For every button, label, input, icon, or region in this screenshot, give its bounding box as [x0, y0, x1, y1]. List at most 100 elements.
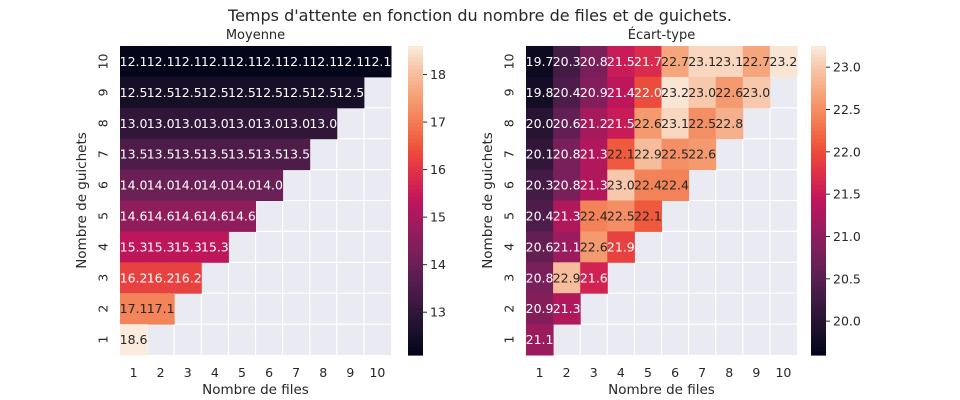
heatmap-cell: [255, 138, 284, 171]
colorbar-segment: [408, 204, 423, 209]
colorbar-segment: [811, 192, 826, 198]
cell-value-label: 13.0: [147, 116, 175, 131]
colorbar-segment: [408, 258, 423, 263]
colorbar-segment: [811, 61, 826, 66]
colorbar-segment: [408, 196, 423, 202]
heatmap-cell: [715, 107, 744, 140]
colorbar-segment: [811, 200, 826, 205]
x-tick-label: 5: [644, 365, 652, 380]
heatmap-cell: [201, 138, 229, 171]
colorbar-segment: [408, 254, 423, 260]
cell-value-label: 17.1: [120, 301, 148, 316]
cell-value-label: 20.9: [526, 301, 554, 316]
colorbar-segment: [811, 208, 826, 213]
colorbar-segment: [408, 239, 423, 244]
x-tick-label: 10: [775, 365, 791, 380]
colorbar-segment: [811, 150, 826, 155]
colorbar-segment: [408, 289, 423, 294]
colorbar-segment: [811, 196, 826, 202]
cell-value-label: 20.3: [553, 54, 581, 69]
colorbar-segment: [811, 80, 826, 86]
subplot-title: Écart-type: [628, 27, 696, 43]
colorbar-segment: [408, 88, 423, 93]
colorbar-segment: [408, 73, 423, 78]
colorbar-segment: [811, 277, 826, 283]
cell-value-label: 22.9: [634, 147, 662, 162]
cell-value-label: 12.1: [201, 54, 229, 69]
colorbar-segment: [408, 331, 423, 337]
cell-value-label: 12.5: [336, 85, 364, 100]
cell-value-label: 14.6: [174, 208, 202, 223]
colorbar: 20.0 20.5 21.0 21.5 22.0 22.5 23.0: [811, 46, 861, 356]
colorbar-segment: [811, 266, 826, 271]
colorbar-segment: [811, 320, 826, 325]
cell-value-label: 22.7: [742, 54, 770, 69]
colorbar-segment: [408, 212, 423, 217]
heatmap-cell: [553, 138, 581, 171]
colorbar-segment: [408, 142, 423, 148]
colorbar-segment: [811, 308, 826, 314]
colorbar-segment: [408, 169, 423, 175]
colorbar-segment: [811, 57, 826, 63]
x-tick-label: 2: [157, 365, 165, 380]
heatmap-cell: [769, 46, 798, 78]
heatmap-cell: [201, 231, 229, 263]
colorbar-segment: [811, 324, 826, 329]
colorbar-tick-label: 13: [430, 305, 446, 320]
colorbar-segment: [811, 304, 826, 310]
colorbar-tick-label: 17: [430, 115, 446, 130]
heatmap-cell: [228, 46, 256, 78]
colorbar-segment: [811, 351, 826, 356]
cell-value-label: 22.4: [580, 208, 608, 223]
heatmap-cell: [580, 138, 608, 171]
cell-value-label: 15.3: [147, 239, 175, 254]
cell-value-label: 19.7: [526, 54, 554, 69]
heatmap-cell: [228, 200, 256, 232]
colorbar-segment: [408, 119, 423, 124]
heatmap-cell: [147, 262, 175, 294]
y-tick-label: 1: [96, 336, 111, 344]
cell-value-label: 21.4: [607, 85, 635, 100]
cell-value-label: 23.0: [742, 85, 770, 100]
heatmap-cell: [255, 46, 284, 78]
heatmap-cell: [607, 76, 635, 109]
colorbar-segment: [408, 46, 423, 51]
cell-value-label: 16.2: [174, 270, 202, 285]
colorbar-segment: [408, 127, 423, 132]
colorbar-segment: [811, 173, 826, 178]
heatmap-cell: [526, 107, 554, 140]
cell-value-label: 19.8: [526, 85, 554, 100]
heatmap-cell: [661, 169, 690, 201]
heatmap-cell: [607, 231, 635, 263]
cell-value-label: 21.2: [580, 116, 608, 131]
colorbar-segment: [811, 146, 826, 151]
cell-value-label: 23.2: [661, 85, 689, 100]
cell-value-label: 22.4: [634, 178, 662, 193]
colorbar-segment: [408, 339, 423, 345]
colorbar-segment: [408, 235, 423, 240]
colorbar-segment: [811, 107, 826, 113]
heatmap-cell: [201, 169, 229, 201]
colorbar-segment: [811, 69, 826, 74]
colorbar-tick-label: 21.0: [833, 229, 861, 244]
cell-value-label: 21.5: [607, 116, 635, 131]
colorbar-segment: [811, 285, 826, 290]
colorbar-segment: [811, 73, 826, 78]
cell-value-label: 13.0: [228, 116, 256, 131]
colorbar-segment: [811, 46, 826, 51]
cell-value-label: 20.8: [553, 147, 581, 162]
colorbar-segment: [811, 181, 826, 186]
colorbar-segment: [408, 165, 423, 171]
colorbar-segment: [408, 92, 423, 97]
heatmap-cell: [336, 76, 365, 109]
heatmap-cell: [607, 107, 635, 140]
colorbar-segment: [811, 76, 826, 82]
heatmap-cell: [634, 76, 662, 109]
x-tick-label: 7: [292, 365, 300, 380]
colorbar: 13 14 15 16 17 18: [408, 46, 446, 356]
heatmap-cell: [228, 107, 256, 140]
heatmap-cell: [607, 138, 635, 171]
colorbar-segment: [408, 173, 423, 178]
colorbar-segment: [408, 246, 423, 252]
